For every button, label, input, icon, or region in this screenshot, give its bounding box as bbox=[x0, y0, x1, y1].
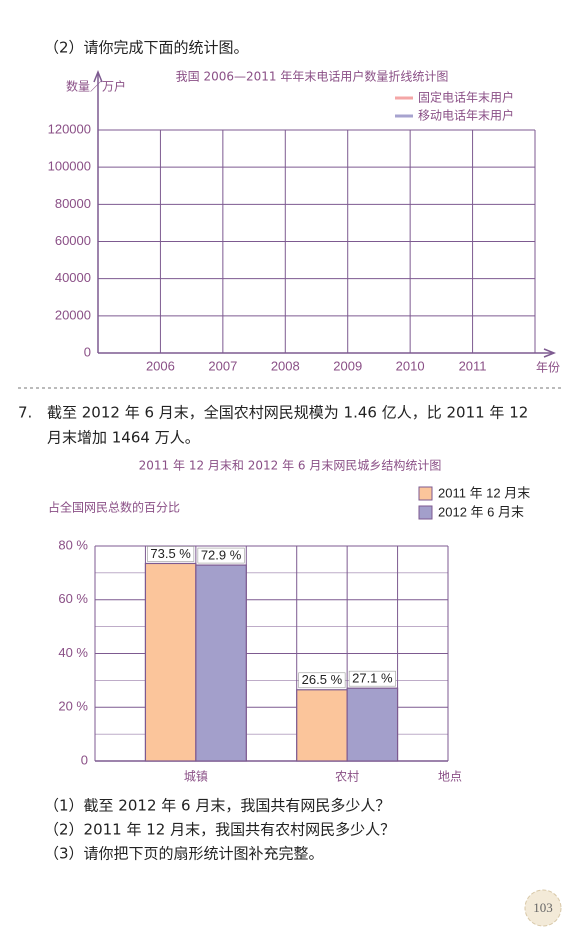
y-tick-label: 80 % bbox=[58, 537, 88, 552]
y-tick-label: 0 bbox=[81, 752, 88, 767]
x-axis-label: 年份 bbox=[536, 361, 560, 375]
bar bbox=[296, 689, 348, 762]
value-label-box bbox=[147, 546, 195, 562]
question: （3）请你把下页的扇形统计图补充完整。 bbox=[44, 845, 324, 863]
bar bbox=[195, 564, 247, 762]
y-tick-label: 20000 bbox=[55, 307, 91, 322]
x-axis-label: 地点 bbox=[438, 770, 462, 784]
x-tick-label: 城镇 bbox=[184, 770, 208, 784]
question: （2）2011 年 12 月末，我国共有农村网民多少人？ bbox=[44, 821, 395, 839]
y-axis-label: 数量／万户 bbox=[66, 79, 126, 94]
x-tick-label: 2009 bbox=[333, 358, 362, 373]
value-label-box bbox=[298, 672, 346, 689]
y-tick-label: 120000 bbox=[48, 121, 91, 136]
legend-label: 移动电话年末用户 bbox=[418, 108, 514, 123]
bar bbox=[144, 562, 197, 762]
legend-label: 固定电话年末用户 bbox=[418, 90, 514, 105]
y-tick-label: 80000 bbox=[55, 196, 91, 211]
x-tick-label: 2006 bbox=[146, 358, 175, 373]
y-tick-label: 40 % bbox=[58, 645, 88, 660]
x-tick-label: 2007 bbox=[208, 358, 237, 373]
legend-swatch bbox=[418, 486, 433, 501]
x-tick-label: 2010 bbox=[396, 358, 425, 373]
value-label: 27.1 % bbox=[352, 671, 393, 686]
question: （1）截至 2012 年 6 月末，我国共有网民多少人？ bbox=[44, 797, 390, 815]
value-label: 26.5 % bbox=[302, 672, 343, 687]
x-tick-label: 2008 bbox=[271, 358, 300, 373]
y-tick-label: 40000 bbox=[55, 270, 91, 285]
problem-number: 7. bbox=[18, 404, 32, 422]
value-label-box bbox=[197, 547, 245, 564]
value-label: 72.9 % bbox=[201, 548, 242, 563]
legend-label: 2011 年 12 月末 bbox=[438, 485, 530, 500]
legend-swatch bbox=[418, 505, 433, 520]
y-tick-label: 0 bbox=[84, 344, 91, 359]
y-axis-arrow bbox=[93, 69, 103, 83]
value-label-box bbox=[348, 670, 396, 687]
x-tick-label: 2011 bbox=[459, 358, 487, 373]
chart-title: 我国 2006—2011 年年末电话用户数量折线统计图 bbox=[176, 69, 449, 84]
page-badge bbox=[524, 889, 562, 927]
x-axis-arrow bbox=[543, 348, 557, 358]
value-label: 73.5 % bbox=[150, 546, 191, 561]
y-tick-label: 60 % bbox=[58, 591, 88, 606]
y-tick-label: 20 % bbox=[58, 699, 88, 714]
instruction: （2）请你完成下面的统计图。 bbox=[44, 39, 249, 57]
legend-label: 2012 年 6 月末 bbox=[438, 504, 524, 519]
x-tick-label: 农村 bbox=[335, 770, 359, 784]
problem-text: 截至 2012 年 6 月末，全国农村网民规模为 1.46 亿人，比 2011 … bbox=[47, 404, 528, 422]
y-tick-label: 60000 bbox=[55, 233, 91, 248]
bar bbox=[346, 687, 399, 762]
y-axis-label: 占全国网民总数的百分比 bbox=[48, 500, 180, 515]
y-tick-label: 100000 bbox=[48, 159, 91, 174]
problem-text: 月末增加 1464 万人。 bbox=[47, 429, 200, 447]
chart-title: 2011 年 12 月末和 2012 年 6 月末网民城乡结构统计图 bbox=[139, 458, 442, 473]
page-number: 103 bbox=[533, 900, 553, 915]
